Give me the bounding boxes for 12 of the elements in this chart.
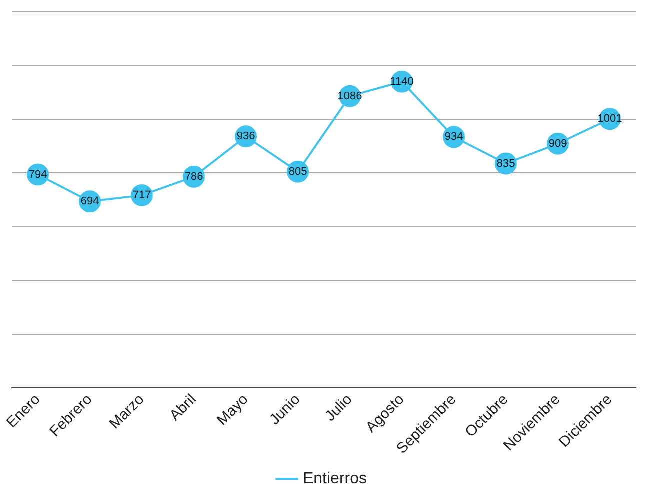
- data-label: 786: [184, 170, 204, 183]
- data-label: 1001: [598, 113, 622, 126]
- data-label: 934: [444, 131, 464, 144]
- data-label: 936: [236, 130, 256, 143]
- data-label: 835: [496, 158, 516, 170]
- data-label: 794: [28, 168, 48, 181]
- data-label: 805: [288, 166, 308, 178]
- x-tick-label: Julio: [322, 391, 356, 425]
- data-label: 717: [132, 189, 152, 202]
- data-label: 909: [548, 138, 568, 150]
- data-label: 694: [80, 196, 100, 208]
- legend-label: Entierros: [302, 470, 368, 488]
